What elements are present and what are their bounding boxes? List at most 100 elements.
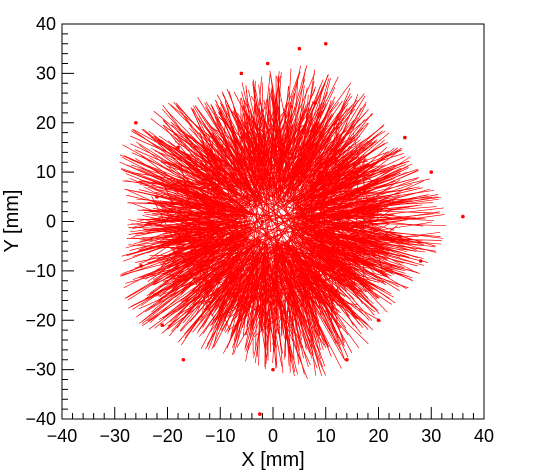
track-segment <box>230 147 274 285</box>
data-points <box>134 41 465 416</box>
track-segment <box>209 169 310 239</box>
track-segment <box>272 152 306 284</box>
track-segment <box>196 191 344 217</box>
track-segment <box>179 169 306 319</box>
track-segment <box>283 242 340 298</box>
track-segment <box>184 174 368 256</box>
track-segment <box>160 107 288 268</box>
track-segment <box>215 201 358 284</box>
track-segment <box>267 106 280 170</box>
track-segment <box>235 262 252 328</box>
track-segment <box>313 147 364 173</box>
track-segment <box>298 171 401 218</box>
track-segment <box>134 211 230 227</box>
x-tick-label: 0 <box>268 426 278 446</box>
track-segment <box>326 103 367 181</box>
track-segment <box>310 238 390 278</box>
track-segment <box>212 181 324 247</box>
x-tick-label: −30 <box>99 426 130 446</box>
data-point <box>134 120 138 125</box>
data-point <box>355 249 360 253</box>
track-segment <box>300 258 350 289</box>
track-segment <box>320 112 373 179</box>
track-segment <box>147 233 217 282</box>
track-segment <box>159 238 239 244</box>
track-segment <box>306 262 320 337</box>
track-segment <box>341 221 432 237</box>
track-segment <box>228 183 311 253</box>
track-segment <box>271 136 315 316</box>
track-segment <box>229 176 317 267</box>
track-segment <box>277 83 282 166</box>
track-segment <box>197 132 215 300</box>
track-segment <box>221 103 257 179</box>
track-segment <box>271 86 281 167</box>
track-segment <box>223 282 252 305</box>
y-axis-title: Y [mm] <box>1 190 23 253</box>
data-point <box>313 101 318 105</box>
track-segment <box>261 110 280 172</box>
track-segment <box>191 248 253 286</box>
data-point <box>255 308 259 313</box>
track-segment <box>123 221 229 262</box>
track-segment <box>204 160 247 307</box>
track-segment <box>227 177 303 252</box>
x-tick-label: −40 <box>47 426 78 446</box>
track-segment <box>314 231 415 263</box>
track-segment <box>284 288 287 357</box>
track-segment <box>276 242 345 360</box>
track-segment <box>328 140 364 181</box>
track-segment <box>301 100 332 190</box>
data-point <box>345 357 349 362</box>
track-segment <box>302 105 353 175</box>
track-segment <box>136 218 222 222</box>
track-segment <box>311 243 361 260</box>
track-segment <box>252 131 323 302</box>
track-segment <box>160 130 348 268</box>
track-segment <box>331 262 388 278</box>
track-segment <box>156 118 313 228</box>
track-segment <box>156 180 238 220</box>
data-point <box>218 111 223 115</box>
track-segment <box>325 256 343 284</box>
track-segment <box>310 176 313 267</box>
track-segment <box>263 100 279 166</box>
data-point <box>403 135 407 140</box>
data-point <box>239 71 244 76</box>
track-segment <box>289 217 372 313</box>
track-segment <box>234 138 356 270</box>
track-segment <box>240 120 378 184</box>
data-point <box>287 244 291 248</box>
track-segment <box>218 263 240 313</box>
track-segment <box>256 157 330 304</box>
track-segment <box>206 155 224 194</box>
track-segment <box>325 255 380 314</box>
track-segment <box>258 84 269 167</box>
track-segment <box>297 264 345 347</box>
track-segment <box>227 198 397 332</box>
x-tick-label: −20 <box>152 426 183 446</box>
track-segment <box>274 278 284 335</box>
track-segment <box>181 138 253 192</box>
x-tick-label: 30 <box>421 426 441 446</box>
data-point <box>155 195 159 199</box>
track-segment <box>139 230 201 242</box>
track-segment <box>161 207 366 283</box>
track-segment <box>299 238 420 274</box>
y-tick-label: −30 <box>25 360 56 380</box>
y-tick-label: −10 <box>25 261 56 281</box>
track-segment <box>298 258 374 331</box>
track-segment <box>278 100 301 201</box>
track-segment <box>205 146 320 309</box>
data-point <box>258 412 262 416</box>
track-segment <box>182 222 352 266</box>
track-segment <box>294 85 305 160</box>
track-segment <box>309 251 360 293</box>
data-point <box>334 288 339 293</box>
track-segment <box>238 163 252 285</box>
track-segment <box>336 147 395 198</box>
data-point <box>376 318 381 323</box>
y-tick-label: −20 <box>25 310 56 330</box>
track-segment <box>307 135 355 164</box>
